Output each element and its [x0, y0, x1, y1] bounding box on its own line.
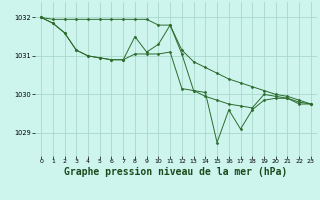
X-axis label: Graphe pression niveau de la mer (hPa): Graphe pression niveau de la mer (hPa): [64, 167, 288, 177]
